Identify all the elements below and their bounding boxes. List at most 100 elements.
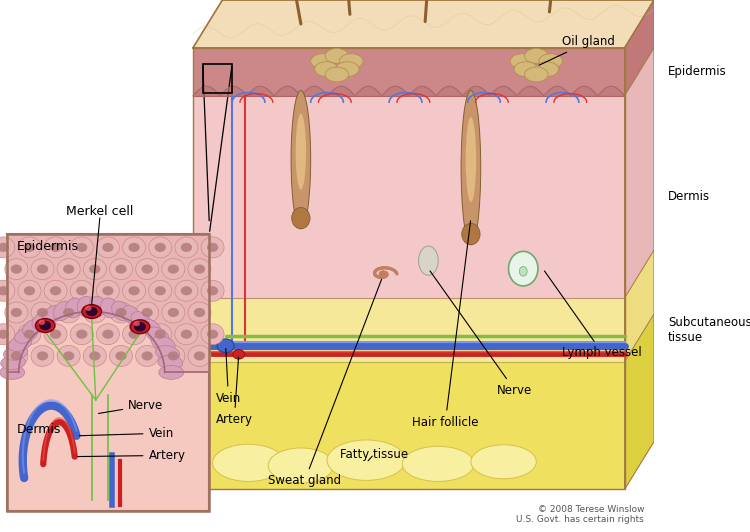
Ellipse shape bbox=[35, 319, 55, 332]
Ellipse shape bbox=[175, 237, 198, 258]
Circle shape bbox=[181, 286, 192, 295]
Circle shape bbox=[194, 308, 206, 317]
Circle shape bbox=[89, 308, 101, 317]
Text: Hair follicle: Hair follicle bbox=[412, 221, 478, 429]
Circle shape bbox=[116, 308, 127, 317]
Ellipse shape bbox=[148, 324, 172, 345]
Ellipse shape bbox=[510, 54, 534, 69]
Ellipse shape bbox=[159, 365, 184, 379]
Text: Fatty tissue: Fatty tissue bbox=[340, 447, 408, 461]
Text: Vein: Vein bbox=[80, 427, 174, 440]
Ellipse shape bbox=[53, 301, 72, 321]
Ellipse shape bbox=[201, 280, 224, 301]
Ellipse shape bbox=[0, 280, 15, 301]
Circle shape bbox=[39, 321, 51, 330]
Ellipse shape bbox=[4, 345, 28, 367]
Ellipse shape bbox=[122, 280, 146, 301]
Circle shape bbox=[76, 286, 88, 295]
Ellipse shape bbox=[0, 324, 15, 345]
Circle shape bbox=[168, 351, 179, 361]
Ellipse shape bbox=[419, 246, 438, 276]
Circle shape bbox=[63, 264, 74, 273]
Ellipse shape bbox=[539, 54, 562, 69]
Ellipse shape bbox=[310, 54, 334, 69]
Ellipse shape bbox=[4, 302, 28, 323]
Circle shape bbox=[0, 286, 9, 295]
Circle shape bbox=[168, 264, 179, 273]
Polygon shape bbox=[625, 314, 654, 489]
Ellipse shape bbox=[32, 312, 53, 330]
Circle shape bbox=[0, 330, 9, 339]
Polygon shape bbox=[193, 362, 625, 489]
Ellipse shape bbox=[83, 259, 106, 279]
Circle shape bbox=[116, 264, 127, 273]
Ellipse shape bbox=[77, 296, 94, 317]
Ellipse shape bbox=[8, 336, 32, 351]
Text: Vein: Vein bbox=[216, 348, 241, 405]
Circle shape bbox=[24, 330, 35, 339]
Bar bbox=[202, 64, 232, 93]
Circle shape bbox=[194, 351, 206, 361]
Circle shape bbox=[24, 243, 35, 252]
Ellipse shape bbox=[325, 48, 349, 63]
Text: Oil gland: Oil gland bbox=[538, 35, 615, 65]
Ellipse shape bbox=[130, 320, 150, 334]
Text: © 2008 Terese Winslow
U.S. Govt. has certain rights: © 2008 Terese Winslow U.S. Govt. has cer… bbox=[517, 505, 644, 524]
Circle shape bbox=[142, 308, 153, 317]
Ellipse shape bbox=[112, 301, 130, 321]
Bar bbox=[7, 234, 209, 511]
Ellipse shape bbox=[175, 280, 198, 301]
Ellipse shape bbox=[327, 440, 406, 480]
Ellipse shape bbox=[22, 319, 44, 336]
Ellipse shape bbox=[83, 345, 106, 367]
Circle shape bbox=[154, 286, 166, 295]
Ellipse shape bbox=[82, 305, 101, 319]
Ellipse shape bbox=[148, 237, 172, 258]
Ellipse shape bbox=[519, 267, 527, 276]
Ellipse shape bbox=[162, 259, 184, 279]
Ellipse shape bbox=[212, 444, 284, 481]
Ellipse shape bbox=[70, 237, 93, 258]
Circle shape bbox=[194, 264, 206, 273]
Polygon shape bbox=[193, 0, 654, 48]
Ellipse shape bbox=[70, 324, 93, 345]
Ellipse shape bbox=[31, 345, 54, 367]
Ellipse shape bbox=[44, 280, 67, 301]
Text: Dermis: Dermis bbox=[668, 190, 710, 203]
Circle shape bbox=[10, 264, 22, 273]
Text: Merkel cell: Merkel cell bbox=[66, 205, 134, 218]
Circle shape bbox=[232, 350, 244, 359]
Text: Nerve: Nerve bbox=[430, 271, 532, 397]
Text: Sweat gland: Sweat gland bbox=[268, 279, 382, 487]
Ellipse shape bbox=[462, 223, 480, 245]
Ellipse shape bbox=[188, 345, 211, 367]
Ellipse shape bbox=[188, 302, 211, 323]
Circle shape bbox=[102, 286, 113, 295]
Circle shape bbox=[76, 243, 88, 252]
Ellipse shape bbox=[461, 90, 481, 245]
Ellipse shape bbox=[97, 324, 119, 345]
Text: Lymph vessel: Lymph vessel bbox=[544, 271, 642, 360]
Ellipse shape bbox=[18, 324, 41, 345]
Polygon shape bbox=[193, 298, 625, 362]
Ellipse shape bbox=[466, 117, 476, 202]
Circle shape bbox=[154, 330, 166, 339]
Ellipse shape bbox=[514, 62, 538, 77]
Ellipse shape bbox=[314, 62, 338, 77]
Ellipse shape bbox=[136, 302, 159, 323]
Circle shape bbox=[37, 351, 48, 361]
Ellipse shape bbox=[44, 237, 67, 258]
Ellipse shape bbox=[201, 237, 224, 258]
Ellipse shape bbox=[325, 67, 349, 82]
Ellipse shape bbox=[162, 345, 184, 367]
Ellipse shape bbox=[15, 327, 38, 343]
Ellipse shape bbox=[471, 445, 536, 479]
Ellipse shape bbox=[57, 345, 80, 367]
Ellipse shape bbox=[44, 324, 67, 345]
Ellipse shape bbox=[509, 251, 538, 286]
Ellipse shape bbox=[122, 237, 146, 258]
Circle shape bbox=[207, 243, 218, 252]
Ellipse shape bbox=[291, 90, 310, 229]
Ellipse shape bbox=[97, 280, 119, 301]
Text: Epidermis: Epidermis bbox=[668, 65, 727, 78]
